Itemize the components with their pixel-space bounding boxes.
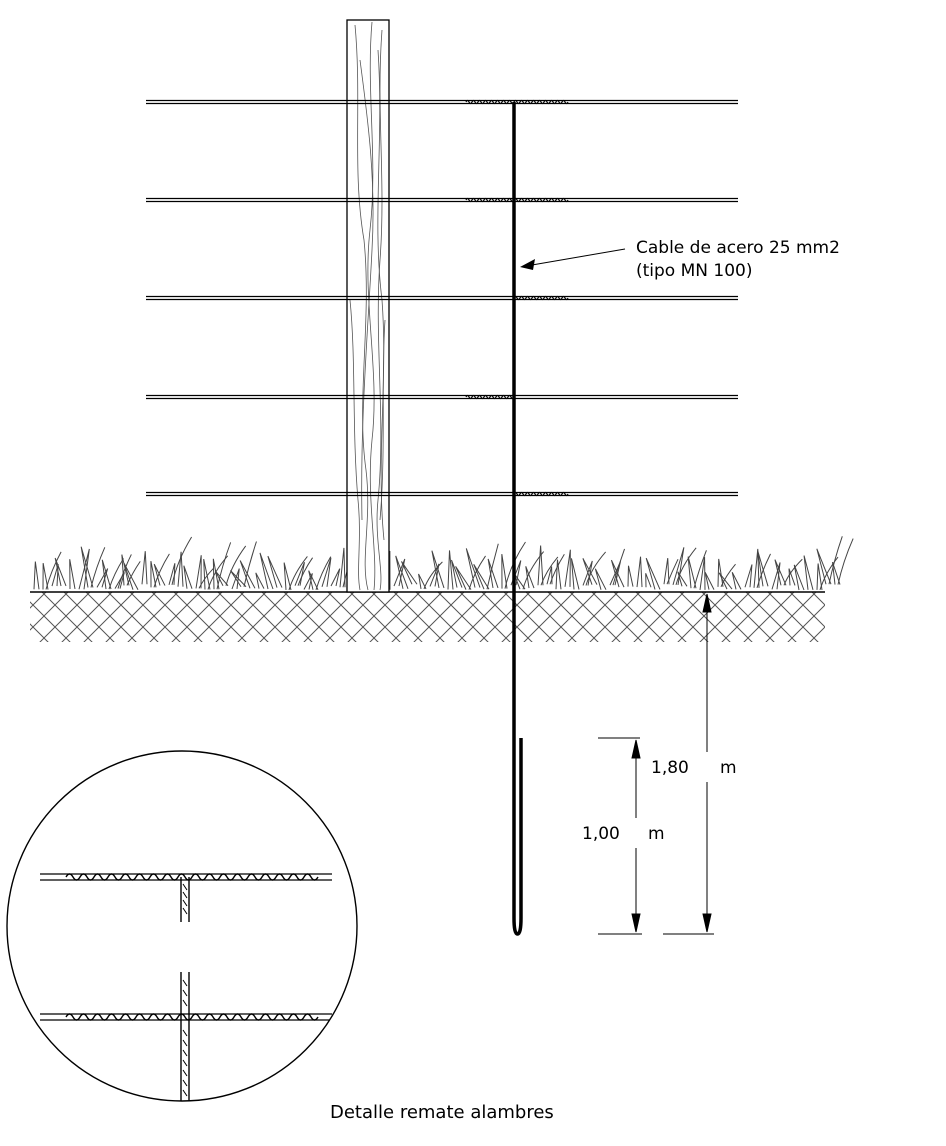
wire-ties xyxy=(465,99,569,497)
wire-tie xyxy=(513,295,569,301)
wire-tie xyxy=(465,394,515,400)
cable-callout: Cable de acero 25 mm2 (tipo MN 100) xyxy=(520,238,840,281)
dimension-total: 1,80 m xyxy=(651,591,737,935)
dimension-buried-value: 1,00 xyxy=(582,824,620,844)
wire-tie xyxy=(465,197,569,203)
fence-wires xyxy=(146,99,738,497)
detail-circle xyxy=(6,750,358,1102)
detail-tie-through xyxy=(40,972,332,1101)
fence-wire xyxy=(146,99,738,105)
detail-caption: Detalle remate alambres xyxy=(330,1102,554,1123)
soil-hatch xyxy=(30,592,825,642)
fence-wire xyxy=(146,491,738,497)
dimension-total-unit: m xyxy=(720,758,737,778)
fence-wire xyxy=(146,197,738,203)
dimension-buried: 1,00 m xyxy=(582,737,665,935)
dimension-total-value: 1,80 xyxy=(651,758,689,778)
detail-tie-end xyxy=(40,873,332,922)
cable-label-line1: Cable de acero 25 mm2 xyxy=(636,238,840,258)
wooden-post xyxy=(346,19,390,593)
wire-tie xyxy=(465,99,569,105)
grass xyxy=(33,536,854,591)
cable-label-line2: (tipo MN 100) xyxy=(636,261,753,281)
fence-wire xyxy=(146,394,738,400)
fence-wire xyxy=(146,295,738,301)
ground xyxy=(30,536,854,642)
dimension-buried-unit: m xyxy=(648,824,665,844)
wire-tie xyxy=(513,491,569,497)
steel-cable xyxy=(512,102,523,936)
